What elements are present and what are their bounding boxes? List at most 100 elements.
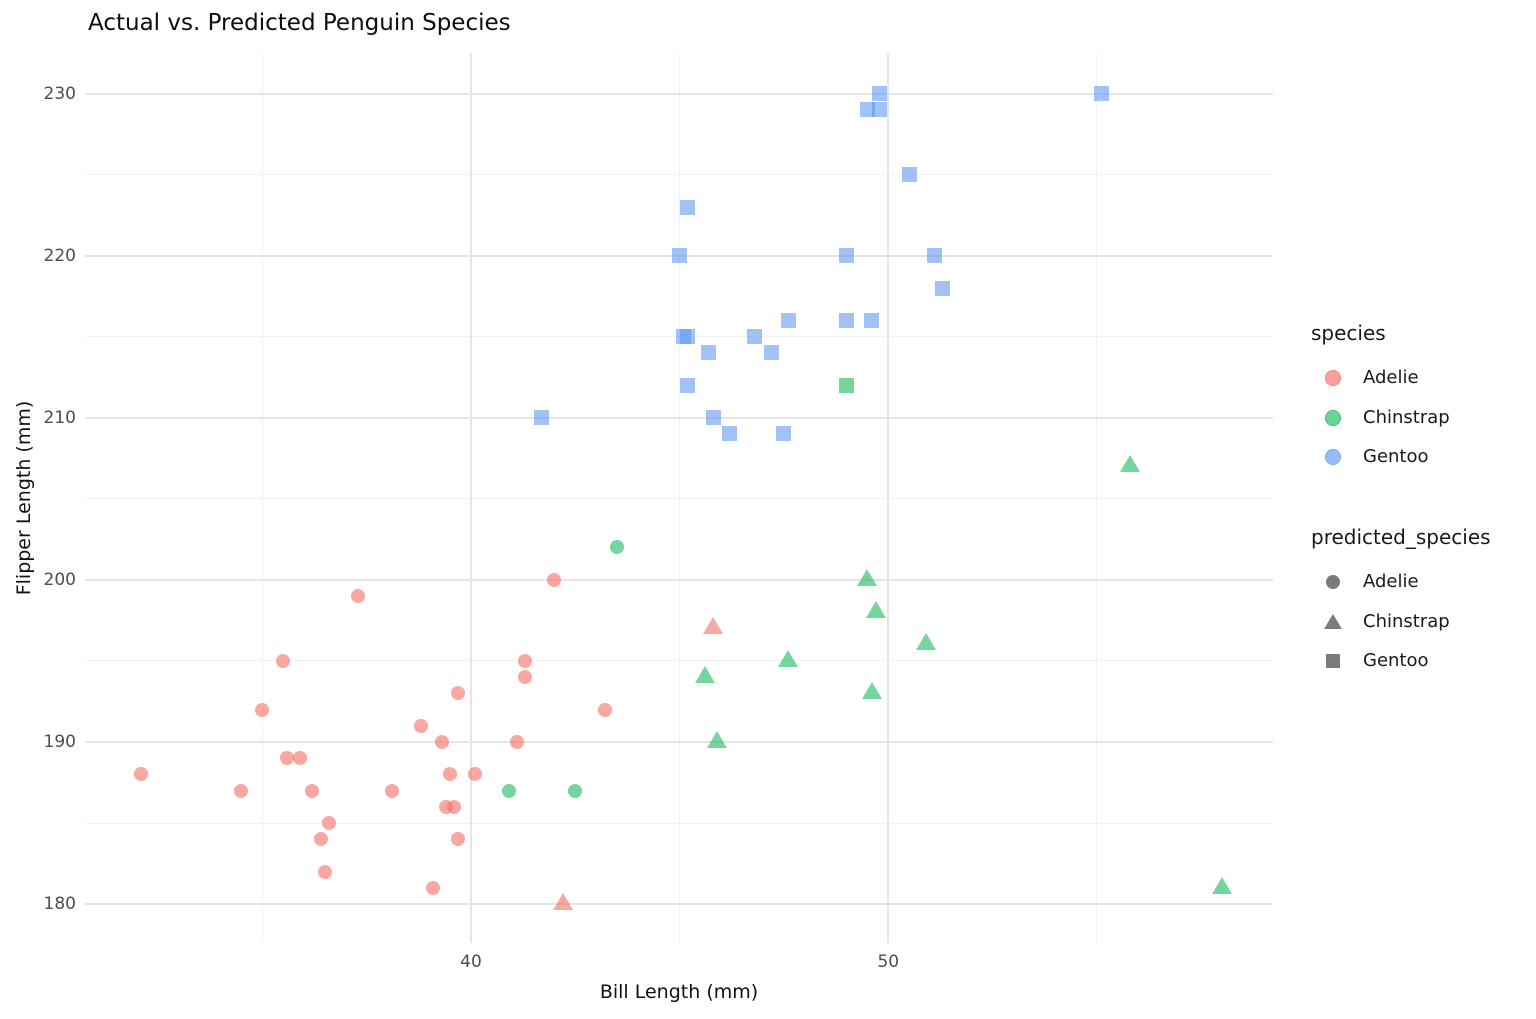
y-axis-title: Flipper Length (mm) xyxy=(13,400,35,596)
legend-item-adelie: Adelie xyxy=(1311,569,1531,595)
legend-circle-icon xyxy=(1326,574,1340,589)
gridline-y-major xyxy=(85,416,1273,419)
data-point-adelie xyxy=(255,702,270,717)
data-point-gentoo xyxy=(680,377,696,393)
legend-item-chinstrap: Chinstrap xyxy=(1311,405,1531,431)
data-point-gentoo xyxy=(680,329,696,345)
legend-key-circle-icon xyxy=(1323,368,1343,388)
legend-item-label: Gentoo xyxy=(1363,650,1429,671)
legend-title-species: species xyxy=(1311,321,1386,345)
gridline-y-major xyxy=(85,92,1273,95)
legend-item-label: Chinstrap xyxy=(1363,406,1450,428)
data-point-gentoo xyxy=(839,248,855,264)
gridline-y-minor xyxy=(85,498,1273,500)
data-point-chinstrap xyxy=(1212,876,1233,894)
data-point-gentoo xyxy=(776,426,792,442)
data-point-adelie xyxy=(351,589,366,604)
legend-key-circle-icon xyxy=(1323,408,1343,428)
x-axis-title: Bill Length (mm) xyxy=(599,981,759,1003)
data-point-gentoo xyxy=(747,329,763,345)
gridline-x-major xyxy=(887,53,890,943)
legend-square-icon xyxy=(1326,654,1340,668)
legend-item-label: Adelie xyxy=(1363,570,1419,592)
gridline-x-minor xyxy=(679,53,681,943)
y-tick-label: 230 xyxy=(43,83,76,104)
data-point-adelie xyxy=(547,572,562,587)
data-point-gentoo xyxy=(780,312,796,328)
data-point-adelie xyxy=(134,767,149,782)
data-point-adelie xyxy=(447,799,462,814)
data-point-adelie xyxy=(443,767,458,782)
data-point-gentoo xyxy=(701,345,717,361)
gridline-y-minor xyxy=(85,660,1273,662)
data-point-chinstrap xyxy=(865,600,886,618)
data-point-gentoo xyxy=(763,345,779,361)
data-point-chinstrap xyxy=(694,665,715,683)
data-point-adelie xyxy=(276,653,291,668)
data-point-gentoo xyxy=(872,86,888,102)
data-point-adelie xyxy=(509,734,524,749)
plot-panel xyxy=(85,53,1273,943)
data-point-adelie xyxy=(313,832,328,847)
legend-item-label: Chinstrap xyxy=(1363,610,1450,632)
legend-triangle-icon xyxy=(1324,613,1342,629)
legend-item-label: Gentoo xyxy=(1363,445,1429,467)
gridline-x-major xyxy=(469,53,472,943)
data-point-gentoo xyxy=(839,312,855,328)
data-point-adelie xyxy=(451,832,466,847)
legend-circle-icon xyxy=(1326,371,1340,385)
y-tick-label: 200 xyxy=(43,569,76,590)
y-tick-label: 180 xyxy=(43,894,76,915)
data-point-chinstrap xyxy=(501,783,516,798)
data-point-adelie xyxy=(518,670,533,685)
legend-item-label: Adelie xyxy=(1363,367,1419,388)
legend-item-gentoo: Gentoo xyxy=(1311,444,1531,470)
data-point-adelie xyxy=(703,617,723,635)
data-point-chinstrap xyxy=(568,783,583,798)
gridline-y-major xyxy=(85,578,1273,581)
data-point-adelie xyxy=(384,783,399,798)
data-point-adelie xyxy=(468,767,483,782)
data-point-chinstrap xyxy=(778,649,799,667)
data-point-adelie xyxy=(317,864,332,879)
legend-key-triangle-icon xyxy=(1323,612,1343,632)
legend-circle-icon xyxy=(1326,449,1340,464)
data-point-adelie xyxy=(426,880,441,895)
data-point-gentoo xyxy=(680,199,696,215)
legend-key-circle-icon xyxy=(1323,447,1343,467)
data-point-gentoo xyxy=(534,410,550,426)
data-point-adelie xyxy=(597,702,612,717)
legend-title-predicted-species: predicted_species xyxy=(1311,525,1491,549)
y-tick-label: 210 xyxy=(43,407,76,428)
data-point-chinstrap xyxy=(610,540,625,555)
data-point-gentoo xyxy=(705,410,721,426)
x-tick-label: 50 xyxy=(877,952,900,972)
data-point-gentoo xyxy=(1093,86,1109,102)
legend-key-square-icon xyxy=(1323,651,1343,671)
chart-title: Actual vs. Predicted Penguin Species xyxy=(88,10,511,36)
legend-circle-icon xyxy=(1326,410,1340,425)
x-tick-label: 40 xyxy=(460,952,482,972)
data-point-gentoo xyxy=(864,312,880,328)
data-point-gentoo xyxy=(859,102,875,118)
gridline-x-minor xyxy=(261,53,263,943)
data-point-adelie xyxy=(552,892,573,910)
data-point-adelie xyxy=(434,734,449,749)
data-point-chinstrap xyxy=(839,377,855,393)
data-point-adelie xyxy=(280,751,295,766)
legend-key-circle-icon xyxy=(1323,572,1343,592)
data-point-gentoo xyxy=(926,248,942,264)
legend-item-adelie: Adelie xyxy=(1311,365,1531,391)
gridline-y-major xyxy=(85,740,1273,743)
data-point-adelie xyxy=(234,783,249,798)
gridline-y-minor xyxy=(85,822,1273,824)
data-point-chinstrap xyxy=(861,682,882,700)
gridline-x-minor xyxy=(1096,53,1098,943)
y-tick-label: 220 xyxy=(43,245,76,266)
data-point-gentoo xyxy=(935,280,950,296)
data-point-adelie xyxy=(518,653,533,668)
data-point-adelie xyxy=(305,783,320,798)
data-point-gentoo xyxy=(872,102,888,118)
legend-item-chinstrap: Chinstrap xyxy=(1311,609,1531,635)
gridline-y-minor xyxy=(85,174,1273,176)
